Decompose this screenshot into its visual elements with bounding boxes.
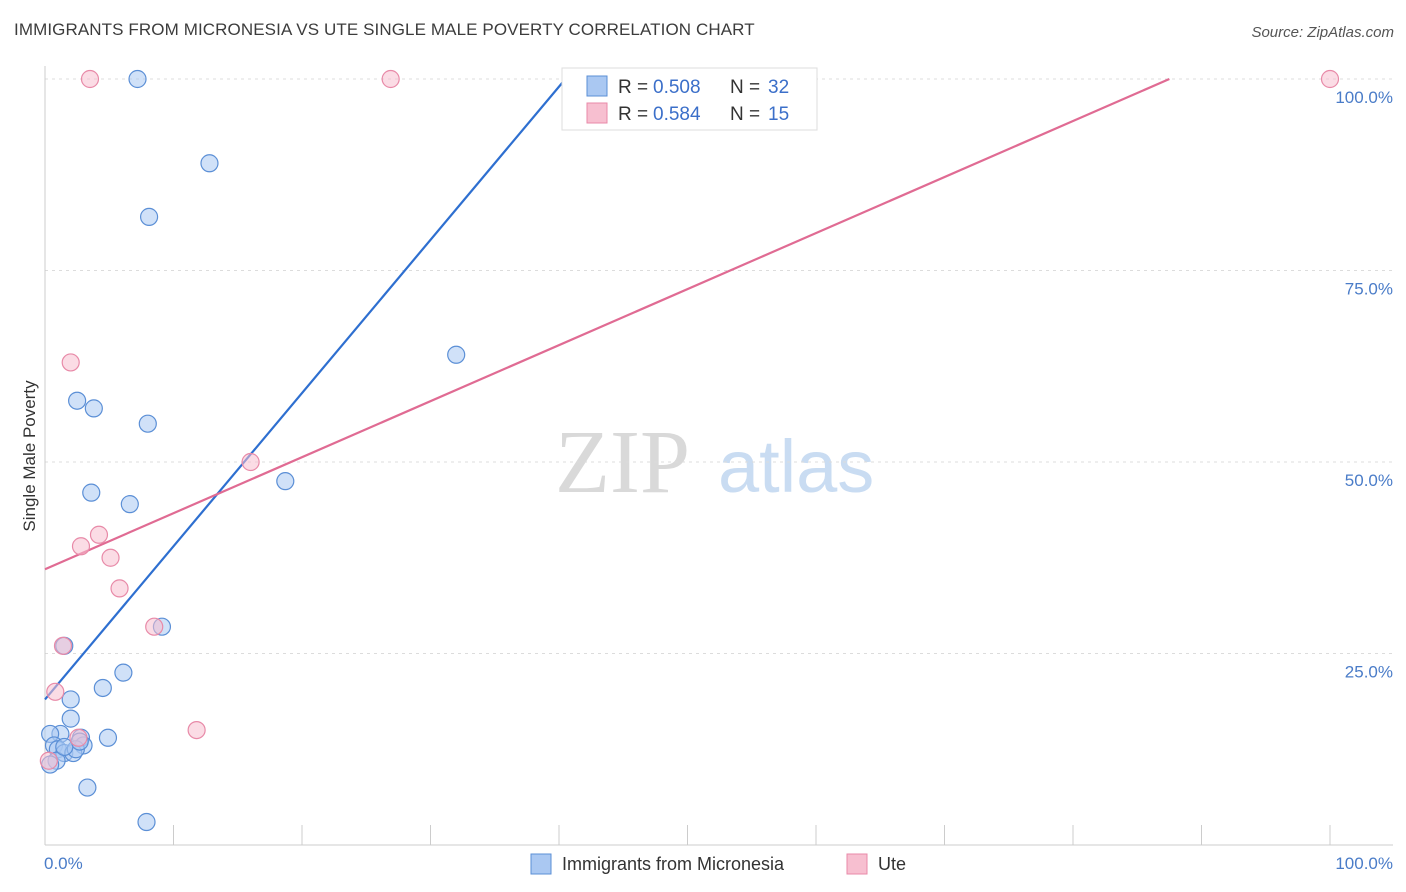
- ute-point: [110, 579, 129, 598]
- micronesia-point: [138, 414, 157, 433]
- micronesia-point: [276, 472, 295, 491]
- x-tick-label-max: 100.0%: [1335, 854, 1393, 873]
- ute-point: [53, 636, 73, 655]
- correlation-legend: R = 0.508 N = 32 R = 0.584 N = 15: [561, 67, 818, 131]
- ute-point: [145, 617, 164, 636]
- legend-n-label-1: N =: [730, 77, 760, 98]
- legend-r-label-1: R =: [618, 77, 648, 98]
- legend-n-value-1: 32: [768, 77, 789, 98]
- ute-point: [89, 525, 109, 544]
- micronesia-point: [200, 154, 219, 173]
- chart-title: IMMIGRANTS FROM MICRONESIA VS UTE SINGLE…: [14, 20, 755, 39]
- y-tick-label-25: 25.0%: [1345, 663, 1393, 682]
- micronesia-point: [78, 778, 97, 797]
- micronesia-point: [68, 391, 87, 410]
- micronesia-point: [137, 812, 156, 832]
- micronesia-point: [55, 737, 74, 757]
- ute-point: [39, 751, 58, 770]
- trend-lines: [44, 77, 1170, 701]
- trend-line-ute: [44, 77, 1170, 571]
- micronesia-point: [139, 207, 159, 226]
- legend-swatch-blue: [586, 75, 608, 97]
- ute-point: [71, 537, 91, 556]
- micronesia-point: [98, 728, 118, 747]
- y-tick-label-100: 100.0%: [1335, 88, 1393, 107]
- watermark-atlas: atlas: [718, 425, 874, 508]
- micronesia-point: [93, 678, 112, 698]
- data-points: [39, 69, 1340, 832]
- legend-n-value-2: 15: [768, 104, 789, 125]
- micronesia-point: [447, 345, 466, 364]
- series-legend-swatch-blue: [530, 853, 552, 875]
- legend-n-label-2: N =: [730, 104, 760, 125]
- micronesia-point: [128, 69, 147, 89]
- y-axis-label: Single Male Poverty: [20, 380, 39, 532]
- ute-point: [381, 69, 400, 89]
- ute-point: [69, 728, 88, 747]
- ute-point: [46, 682, 65, 701]
- ute-point: [187, 720, 206, 740]
- micronesia-point: [120, 495, 139, 514]
- series-legend-swatch-pink: [846, 853, 868, 875]
- trend-line-micronesia: [44, 78, 567, 701]
- y-tick-label-50: 50.0%: [1345, 471, 1393, 490]
- legend-r-value-1: 0.508: [653, 77, 701, 98]
- y-tick-label-75: 75.0%: [1345, 280, 1393, 299]
- micronesia-point: [84, 399, 103, 418]
- legend-r-label-2: R =: [618, 104, 648, 125]
- series-legend: Immigrants from Micronesia Ute: [530, 853, 906, 875]
- micronesia-point: [61, 690, 80, 709]
- grid-lines: [45, 78, 1393, 654]
- micronesia-point: [82, 483, 101, 502]
- ute-point: [241, 452, 260, 472]
- legend-r-value-2: 0.584: [653, 104, 701, 125]
- axes: [44, 66, 1393, 846]
- series-legend-label-ute: Ute: [878, 854, 906, 874]
- micronesia-point: [114, 663, 133, 682]
- ute-point: [101, 548, 120, 567]
- micronesia-point: [61, 709, 80, 728]
- legend-swatch-pink: [586, 102, 608, 124]
- y-tick-labels: 25.0% 50.0% 75.0% 100.0%: [1335, 88, 1393, 682]
- ute-point: [61, 353, 80, 372]
- ute-point: [80, 69, 100, 89]
- source-label: Source: ZipAtlas.com: [1251, 24, 1394, 41]
- ute-point: [1320, 69, 1340, 89]
- x-tick-label-min: 0.0%: [44, 854, 83, 873]
- series-legend-label-micronesia: Immigrants from Micronesia: [562, 854, 785, 874]
